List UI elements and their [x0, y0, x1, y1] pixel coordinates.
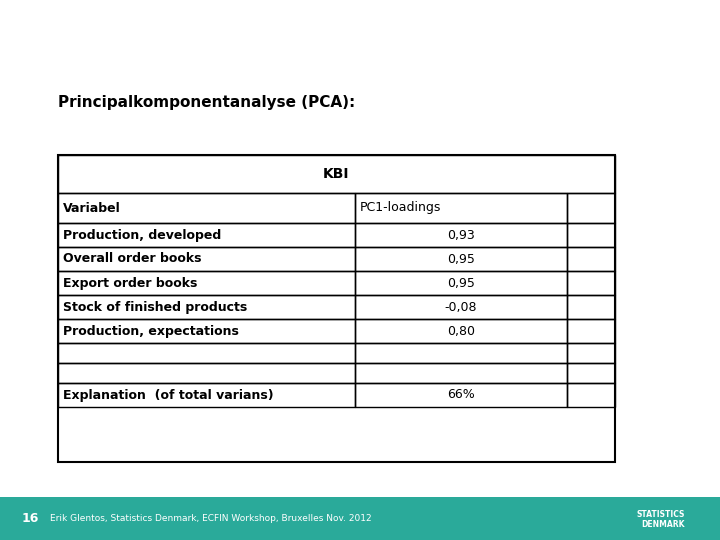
Bar [58, 383, 355, 407]
Bar [355, 247, 567, 271]
Bar [58, 155, 615, 193]
Bar [567, 343, 615, 363]
Text: Principalkomponentanalyse (PCA):: Principalkomponentanalyse (PCA): [58, 94, 355, 110]
Bar [58, 295, 355, 319]
Bar [355, 319, 567, 343]
Bar [567, 193, 615, 223]
Bar [355, 343, 567, 363]
Bar [567, 319, 615, 343]
Bar [58, 343, 355, 363]
Bar [355, 271, 567, 295]
Text: 0,95: 0,95 [447, 253, 475, 266]
Bar [0, 497, 720, 540]
Text: Variabel: Variabel [63, 201, 121, 214]
Bar [58, 319, 355, 343]
Bar [355, 223, 567, 247]
Bar [355, 363, 567, 383]
Bar [567, 383, 615, 407]
Text: Production, developed: Production, developed [63, 228, 221, 241]
Text: -0,08: -0,08 [445, 300, 477, 314]
Text: Stock of finished products: Stock of finished products [63, 300, 247, 314]
Bar [567, 271, 615, 295]
Text: 0,93: 0,93 [447, 228, 475, 241]
Text: STATISTICS: STATISTICS [636, 510, 685, 519]
Bar [58, 271, 355, 295]
Text: KBI: KBI [323, 167, 350, 181]
Text: Export order books: Export order books [63, 276, 197, 289]
Bar [58, 155, 615, 462]
Bar [567, 295, 615, 319]
Bar [58, 223, 355, 247]
Text: PC1-loadings: PC1-loadings [360, 201, 441, 214]
Bar [58, 247, 355, 271]
Text: 0,95: 0,95 [447, 276, 475, 289]
Bar [567, 247, 615, 271]
Text: Erik Glentos, Statistics Denmark, ECFIN Workshop, Bruxelles Nov. 2012: Erik Glentos, Statistics Denmark, ECFIN … [50, 514, 372, 523]
Text: 66%: 66% [447, 388, 475, 402]
Text: 16: 16 [22, 512, 40, 525]
Text: Overall order books: Overall order books [63, 253, 202, 266]
Bar [58, 363, 355, 383]
Bar [567, 223, 615, 247]
Bar [355, 383, 567, 407]
Text: 0,80: 0,80 [447, 325, 475, 338]
Text: Production, expectations: Production, expectations [63, 325, 239, 338]
Text: Explanation  (of total varians): Explanation (of total varians) [63, 388, 274, 402]
Bar [355, 295, 567, 319]
Bar [355, 193, 567, 223]
Bar [567, 363, 615, 383]
Bar [58, 193, 355, 223]
Text: DENMARK: DENMARK [642, 520, 685, 529]
